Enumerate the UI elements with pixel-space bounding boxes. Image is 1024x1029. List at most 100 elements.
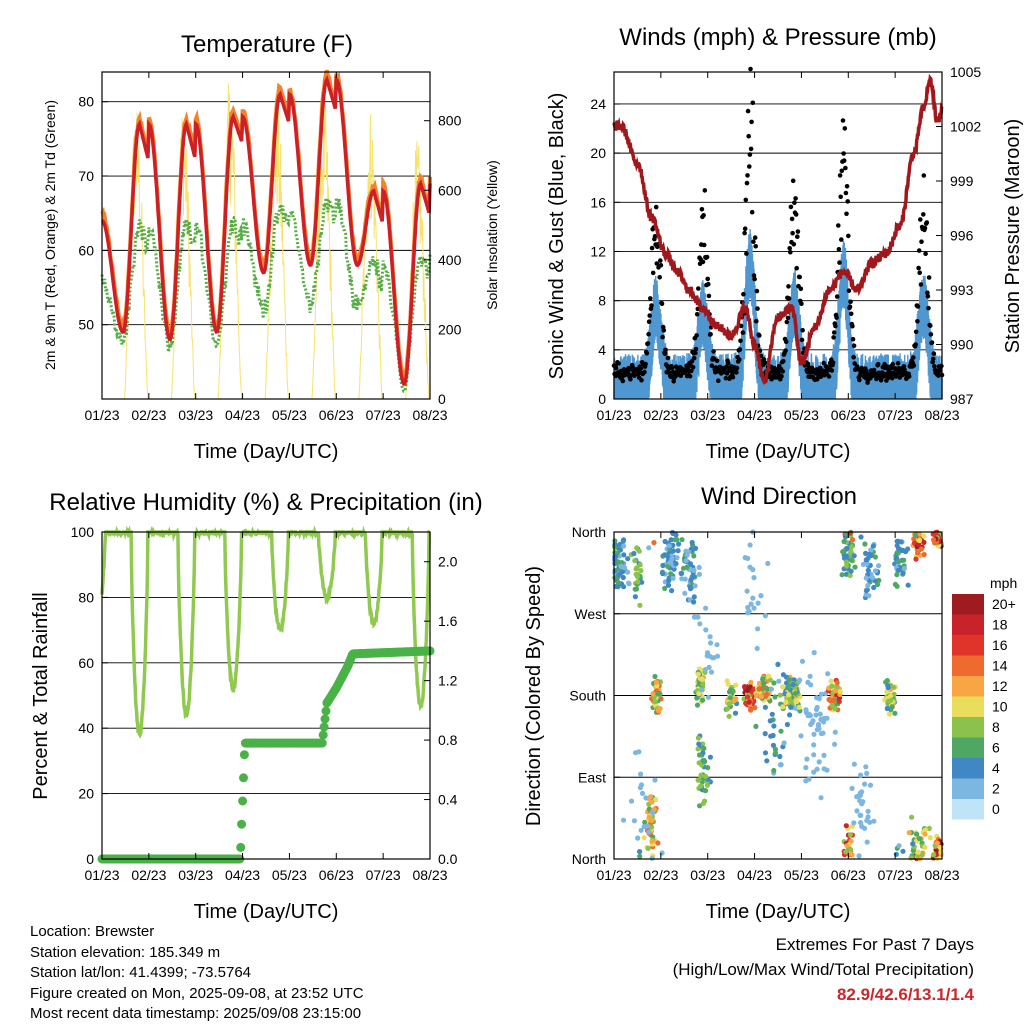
- direction-point: [810, 718, 816, 724]
- gust-point: [926, 275, 932, 280]
- gust-point: [793, 196, 798, 201]
- gust-point: [923, 251, 928, 256]
- direction-point: [849, 544, 855, 550]
- direction-point: [876, 563, 882, 569]
- direction-point: [684, 552, 690, 558]
- gust-point: [645, 341, 651, 346]
- x-tick-label: 01/23: [596, 407, 631, 423]
- gust-point: [844, 211, 849, 217]
- gust-point: [701, 242, 707, 248]
- x-tick-label: 05/23: [784, 407, 819, 423]
- x-tick-label: 02/23: [131, 867, 166, 883]
- direction-point: [863, 764, 869, 770]
- direction-point: [770, 732, 776, 739]
- direction-point: [694, 702, 701, 708]
- direction-point: [847, 832, 854, 838]
- gust-point: [889, 365, 894, 371]
- direction-point: [625, 556, 631, 562]
- direction-point: [711, 655, 717, 661]
- direction-point: [633, 750, 639, 756]
- humidity-title: Relative Humidity (%) & Precipitation (i…: [49, 489, 482, 516]
- direction-point: [889, 704, 895, 710]
- y2-tick-label: 2.0: [438, 554, 458, 570]
- direction-point: [727, 695, 733, 701]
- direction-point: [628, 798, 635, 804]
- direction-point: [748, 601, 754, 607]
- gust-point: [663, 347, 668, 353]
- gust-point: [785, 315, 791, 321]
- winds-series: [611, 66, 945, 399]
- direction-point: [702, 667, 709, 673]
- direction-point: [621, 584, 627, 590]
- gust-point: [752, 235, 758, 240]
- direction-point: [843, 563, 850, 569]
- direction-point: [885, 683, 891, 689]
- gust-point: [845, 199, 850, 204]
- legend-label: 0: [992, 801, 1000, 817]
- station-elevation: Station elevation: 185.349 m: [30, 943, 221, 961]
- y-tick-label: 4: [598, 342, 606, 358]
- y2-tick-label: 993: [950, 282, 974, 298]
- direction-point: [762, 704, 769, 710]
- direction-point: [772, 750, 779, 756]
- gust-point: [749, 209, 755, 215]
- direction-point: [834, 680, 840, 686]
- direction-point: [620, 574, 626, 581]
- gust-point: [788, 204, 794, 210]
- gust-point: [857, 377, 862, 383]
- direction-point: [871, 818, 877, 824]
- temperature-xlabel: Time (Day/UTC): [194, 441, 339, 463]
- gust-point: [690, 365, 696, 370]
- legend-label: 18: [992, 617, 1008, 633]
- gust-point: [696, 286, 701, 291]
- gust-point: [614, 365, 619, 371]
- x-tick-label: 08/23: [924, 407, 959, 423]
- direction-point: [894, 538, 900, 544]
- direction-point: [666, 543, 672, 549]
- direction-point: [799, 658, 806, 664]
- direction-point: [646, 806, 652, 812]
- direction-point: [807, 673, 813, 679]
- direction-point: [818, 795, 824, 801]
- y-tick-label: North: [572, 524, 606, 540]
- direction-point: [695, 746, 701, 752]
- gust-point: [689, 359, 695, 364]
- direction-point: [898, 539, 904, 545]
- gust-point: [921, 173, 927, 178]
- direction-point: [764, 686, 771, 692]
- direction-point: [913, 556, 919, 562]
- gust-point: [752, 276, 757, 282]
- direction-point: [771, 680, 777, 686]
- direction-series: [612, 529, 944, 862]
- direction-point: [750, 595, 756, 601]
- direction-point: [621, 552, 627, 558]
- gust-point: [784, 319, 790, 325]
- direction-point: [900, 848, 906, 854]
- gust-point: [647, 313, 652, 318]
- gust-point: [658, 258, 663, 263]
- direction-point: [662, 538, 668, 545]
- gust-point: [925, 290, 930, 296]
- direction-point: [696, 752, 703, 758]
- direction-point: [856, 793, 862, 799]
- gust-point: [918, 217, 923, 222]
- direction-point: [824, 767, 830, 773]
- y-tick-label: 0: [598, 391, 606, 407]
- gust-point: [742, 230, 747, 236]
- gust-point: [915, 319, 920, 324]
- gust-point: [660, 334, 665, 340]
- direction-point: [828, 678, 834, 684]
- direction-point: [691, 553, 697, 559]
- direction-point: [696, 571, 703, 578]
- direction-point: [868, 547, 874, 553]
- direction-point: [921, 539, 927, 546]
- direction-point: [847, 572, 853, 579]
- gust-point: [847, 304, 853, 310]
- direction-point: [793, 690, 799, 696]
- direction-point: [808, 682, 814, 688]
- direction-point: [927, 835, 933, 841]
- direction-point: [868, 552, 874, 559]
- y2-tick-label: 1002: [950, 119, 981, 135]
- direction-point: [805, 713, 811, 719]
